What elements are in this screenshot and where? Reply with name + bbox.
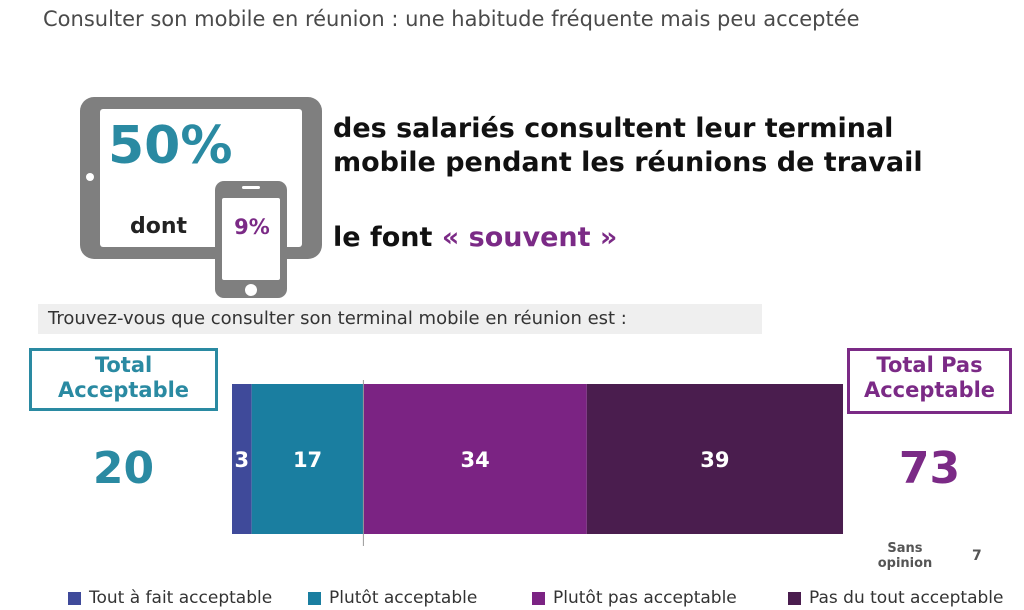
question-bar: Trouvez-vous que consulter son terminal …: [38, 304, 762, 334]
total-not-acceptable-value: 73: [898, 443, 961, 494]
legend-swatch: [532, 591, 545, 605]
total-acceptable-box: Total Acceptable: [29, 348, 218, 411]
chart-legend: Tout à fait acceptable Plutôt acceptable P…: [0, 588, 1024, 608]
legend-label: Plutôt acceptable: [329, 588, 478, 608]
main-percent: 50%: [108, 116, 233, 176]
bar-segment-4: [586, 384, 844, 534]
bar-value-label-4: 39: [700, 448, 729, 472]
bar-value-label-3: 34: [460, 448, 489, 472]
phone-home-button: [245, 284, 257, 296]
total-not-acceptable-label-2: Acceptable: [863, 378, 996, 402]
sans-opinion-value: 7: [972, 548, 982, 564]
bar-value-label-1: 3: [235, 448, 250, 472]
total-acceptable-label-1: Total: [94, 353, 153, 377]
legend-item-4: Pas du tout acceptable: [788, 588, 1003, 608]
subline-accent: « souvent »: [441, 222, 618, 253]
legend-swatch: [788, 591, 801, 605]
bar-segment-2: [251, 384, 364, 534]
total-not-acceptable-box: Total Pas Acceptable: [847, 348, 1012, 414]
bar-segment-3: [363, 384, 587, 534]
sans-opinion-label: Sans opinion: [877, 541, 933, 571]
headline-line-2: mobile pendant les réunions de travail: [333, 147, 923, 178]
page-title: Consulter son mobile en réunion : une ha…: [43, 7, 860, 31]
headline: des salariés consultent leur terminal mo…: [333, 112, 923, 180]
phone-screen: [222, 198, 280, 280]
legend-label: Tout à fait acceptable: [89, 588, 273, 608]
legend-label: Plutôt pas acceptable: [553, 588, 737, 608]
subline: le font « souvent »: [333, 222, 617, 253]
total-acceptable-label-2: Acceptable: [57, 378, 190, 402]
subline-prefix: le font: [333, 222, 433, 253]
dont-label: dont: [130, 214, 188, 239]
phone-speaker: [242, 186, 260, 189]
legend-swatch: [68, 591, 81, 605]
total-not-acceptable-label-1: Total Pas: [876, 353, 983, 377]
legend-label: Pas du tout acceptable: [809, 588, 1004, 608]
legend-item-1: Tout à fait acceptable: [68, 588, 272, 608]
legend-item-3: Plutôt pas acceptable: [532, 588, 737, 608]
total-acceptable-value: 20: [92, 443, 155, 494]
legend-swatch: [308, 591, 321, 605]
legend-item-2: Plutôt acceptable: [308, 588, 477, 608]
smartphone-icon: [215, 181, 287, 298]
sub-percent: 9%: [234, 215, 270, 239]
tablet-home-dot: [86, 173, 94, 181]
bar-value-label-2: 17: [293, 448, 322, 472]
headline-line-1: des salariés consultent leur terminal: [333, 113, 894, 144]
bar-segment-1: [232, 384, 252, 534]
